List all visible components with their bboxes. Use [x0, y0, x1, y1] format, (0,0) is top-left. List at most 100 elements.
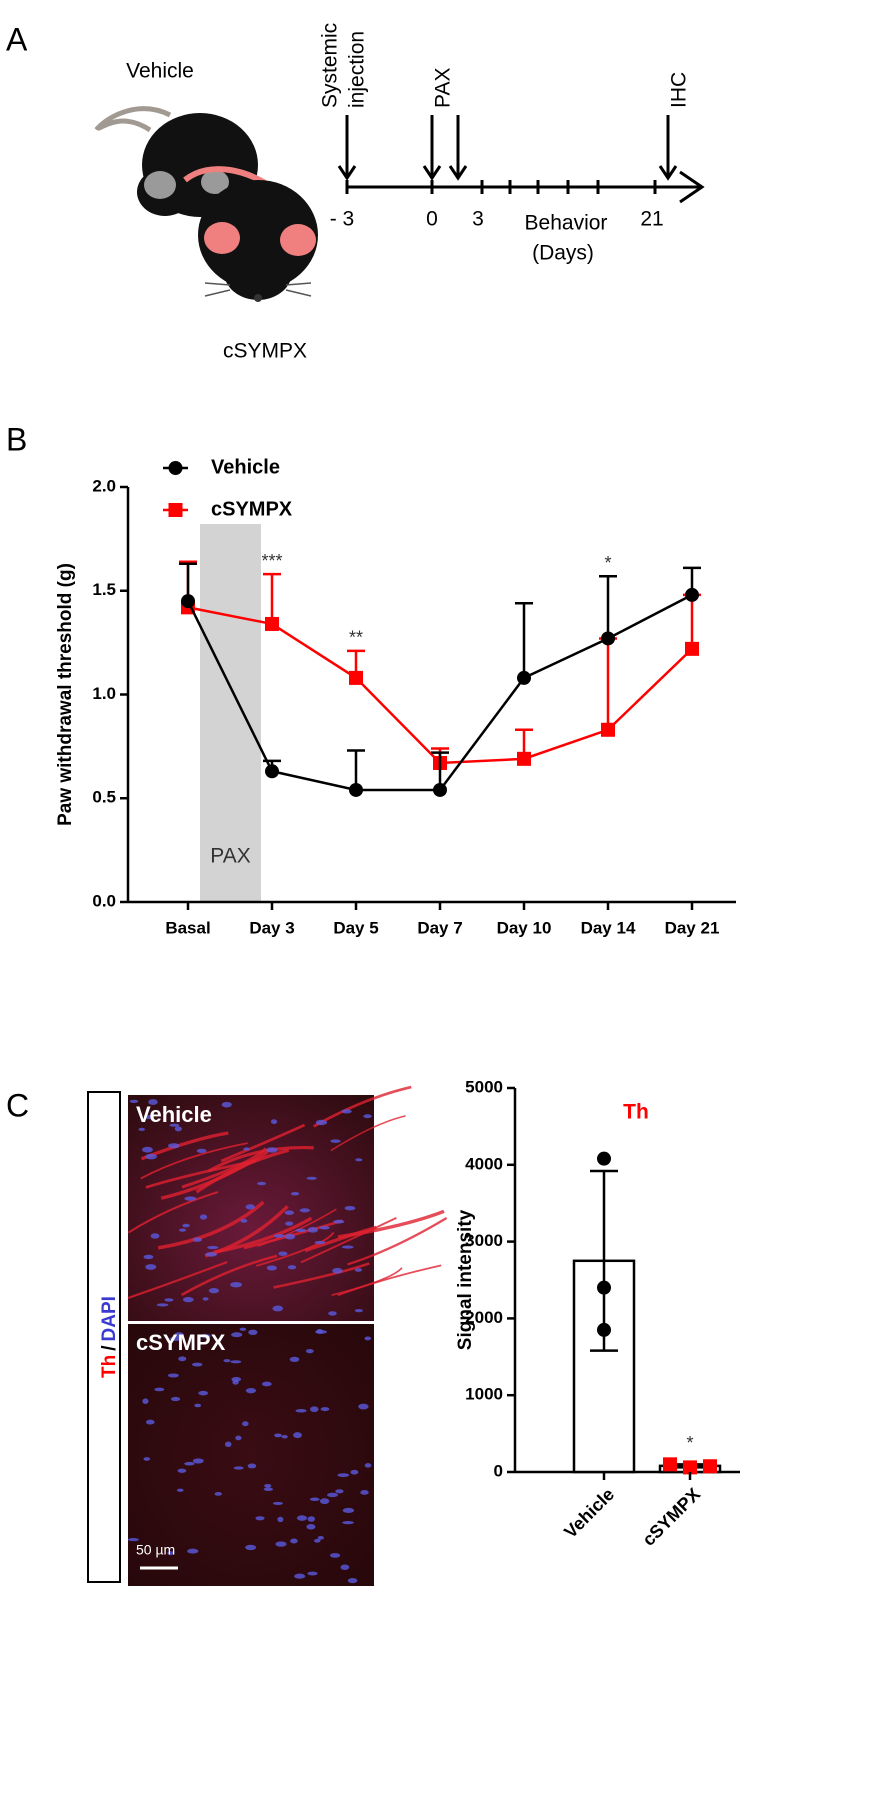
nucleus [329, 1553, 341, 1558]
timeline-tick: 3 [472, 208, 484, 231]
nucleus [199, 1214, 208, 1220]
nucleus [314, 1240, 326, 1245]
micrographs [127, 1085, 448, 1586]
nucleus [255, 1516, 265, 1521]
group-label: Vehicle [126, 60, 194, 83]
marker [685, 641, 699, 656]
nucleus [306, 1523, 316, 1530]
error-bar [515, 601, 533, 678]
nucleus [306, 1176, 317, 1180]
legend-marker [168, 461, 183, 475]
nucleus [317, 1536, 324, 1540]
event-label: PAX [432, 68, 455, 108]
nucleus [257, 1181, 267, 1186]
chart-title: Th [623, 1101, 649, 1124]
nucleus [320, 1407, 330, 1412]
event-label: IHC [668, 72, 691, 108]
legend-label: cSYMPX [211, 498, 293, 520]
nucleus [182, 1296, 194, 1303]
nucleus [167, 1373, 179, 1378]
marker [265, 616, 279, 631]
micrograph [128, 1324, 374, 1586]
nucleus [144, 1115, 153, 1120]
nucleus [342, 1507, 355, 1513]
nucleus [289, 1356, 300, 1362]
nucleus [184, 1196, 197, 1201]
region-label: PAX [210, 845, 250, 868]
stain-label: Th / DAPI [99, 1296, 120, 1378]
panel-label: B [6, 421, 27, 457]
nucleus [333, 1219, 345, 1224]
error-bar [590, 1169, 618, 1352]
nucleus [347, 1577, 358, 1584]
nucleus [192, 1458, 204, 1464]
error-bar-line [599, 574, 617, 639]
nucleus [245, 1544, 257, 1551]
marker [349, 670, 363, 685]
nucleus [233, 1466, 244, 1470]
nucleus [150, 1233, 160, 1239]
nucleus [341, 1245, 354, 1249]
nucleus [200, 1333, 211, 1339]
legend-marker [168, 503, 183, 517]
nucleus [169, 1336, 182, 1341]
nucleus [138, 1127, 145, 1132]
scale-label: 50 µm [136, 1542, 175, 1558]
nucleus [143, 1254, 154, 1260]
stain-dapi: DAPI [99, 1296, 120, 1341]
fiber [304, 1225, 377, 1253]
panel-label: A [6, 21, 28, 57]
nucleus [350, 1469, 359, 1475]
nucleus [270, 1119, 278, 1125]
fiber [337, 1264, 442, 1297]
x-tick-label: Day 5 [333, 918, 378, 937]
nucleus [278, 1251, 288, 1256]
nucleus [214, 1492, 223, 1496]
nucleus [167, 1551, 175, 1556]
y-tick-label: 4000 [465, 1154, 503, 1173]
nucleus [340, 1564, 350, 1570]
fiber [300, 1216, 397, 1264]
x-tick-label: cSYMPX [638, 1484, 704, 1550]
nucleus [176, 1488, 184, 1492]
fiber [181, 1254, 278, 1297]
data-point [597, 1280, 611, 1295]
nucleus [332, 1267, 343, 1274]
nucleus [174, 1126, 182, 1132]
y-tick-label: 0.0 [92, 891, 116, 910]
nucleus [299, 1208, 310, 1213]
y-tick-label: 0.5 [92, 788, 116, 807]
data-point [703, 1459, 717, 1474]
marker [601, 631, 615, 646]
fiber [220, 1123, 306, 1163]
nucleus [295, 1228, 307, 1233]
nucleus [129, 1099, 139, 1103]
nucleus [192, 1237, 203, 1242]
marker [517, 751, 531, 766]
nucleus [316, 1329, 323, 1334]
nucleus [242, 1421, 249, 1427]
nucleus [245, 1204, 255, 1210]
nucleus [245, 1388, 257, 1394]
data-point [597, 1322, 611, 1337]
nucleus [354, 1309, 363, 1313]
nucleus [305, 1349, 314, 1354]
y-tick-label: 2000 [465, 1308, 503, 1327]
nucleus [364, 1463, 372, 1468]
error-bar-line [515, 601, 533, 678]
nucleus [341, 1109, 352, 1114]
nucleus [307, 1226, 318, 1233]
nucleus [319, 1226, 330, 1230]
error-bar [683, 593, 701, 649]
nucleus [261, 1381, 272, 1387]
nucleus [239, 1327, 247, 1331]
shaded-region [200, 524, 261, 902]
nucleus [198, 1390, 209, 1396]
error-bar-line [599, 637, 617, 730]
nucleus [230, 1360, 242, 1364]
nucleus [127, 1538, 139, 1542]
error-bar [599, 637, 617, 730]
nucleus [319, 1498, 330, 1505]
event-label: Systemic [319, 23, 342, 108]
